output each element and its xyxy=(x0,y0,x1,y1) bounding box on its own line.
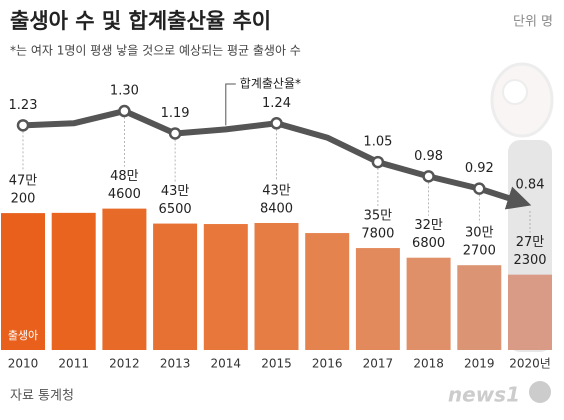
point xyxy=(16,119,30,132)
baby-icon xyxy=(490,62,554,138)
line-label: 1.30 xyxy=(110,84,139,99)
line-label: 0.92 xyxy=(465,161,494,176)
callout xyxy=(225,83,236,126)
x-tick-label: 2020년 xyxy=(509,357,551,371)
bar xyxy=(153,223,198,350)
point xyxy=(118,104,131,118)
x-tick-label: 2014 xyxy=(211,357,242,371)
bar xyxy=(254,222,299,350)
line-label: 1.23 xyxy=(9,98,38,113)
bar xyxy=(1,213,45,350)
x-tick-label: 2011 xyxy=(58,357,89,371)
bar-label: 43만 xyxy=(262,183,291,198)
series-label: 출생아 xyxy=(8,329,38,342)
line-label: 1.19 xyxy=(161,106,190,121)
point xyxy=(168,127,182,140)
bar xyxy=(355,248,400,350)
bar-label: 2700 xyxy=(463,244,496,259)
bar-label: 6800 xyxy=(412,236,445,251)
line-label: 0.98 xyxy=(414,149,443,164)
bar-label: 8400 xyxy=(260,201,293,216)
bar-label: 2300 xyxy=(513,253,546,268)
bar xyxy=(457,265,502,350)
point xyxy=(473,182,486,195)
bar xyxy=(51,212,96,350)
line-label: 1.05 xyxy=(363,135,392,150)
x-tick-label: 2019 xyxy=(464,357,495,371)
bar-label: 6500 xyxy=(159,202,192,217)
x-tick-label: 2015 xyxy=(261,357,292,371)
x-tick-label: 2010 xyxy=(8,357,39,371)
point xyxy=(371,155,385,169)
bar xyxy=(508,274,552,350)
line-label: 0.84 xyxy=(516,177,545,192)
logo-mark xyxy=(529,381,551,403)
bar-label: 47만 xyxy=(9,174,38,189)
point xyxy=(270,117,283,130)
bar-label: 7800 xyxy=(361,227,394,242)
logo: news1 xyxy=(448,383,520,407)
series-label: 합계출산율* xyxy=(240,77,301,91)
bar-label: 35만 xyxy=(364,209,393,224)
bar xyxy=(203,224,248,350)
bar-label: 48만 xyxy=(110,169,139,184)
bar-label: 30만 xyxy=(465,226,494,241)
point xyxy=(422,170,435,183)
bar xyxy=(305,233,350,350)
subtitle: *는 여자 1명이 평생 낳을 것으로 예상되는 평균 출생아 수 xyxy=(10,44,301,58)
line-label: 1.24 xyxy=(262,96,291,111)
chart-title: 출생아 수 및 합계출산율 추이 xyxy=(10,9,271,33)
bar-label: 43만 xyxy=(161,184,190,199)
x-tick-label: 2016 xyxy=(312,357,343,371)
bar xyxy=(102,208,147,350)
source: 자료 통계청 xyxy=(10,389,74,404)
x-tick-label: 2012 xyxy=(109,357,140,371)
bar xyxy=(406,257,451,350)
x-tick-label: 2017 xyxy=(363,357,394,371)
bar-label: 4600 xyxy=(108,187,141,202)
x-tick-label: 2018 xyxy=(413,357,444,371)
bar-label: 200 xyxy=(11,192,36,207)
bar-label: 32만 xyxy=(414,218,443,233)
bar-label: 27만 xyxy=(516,235,545,250)
x-tick-label: 2013 xyxy=(160,357,191,371)
unit: 단위 명 xyxy=(513,15,553,30)
